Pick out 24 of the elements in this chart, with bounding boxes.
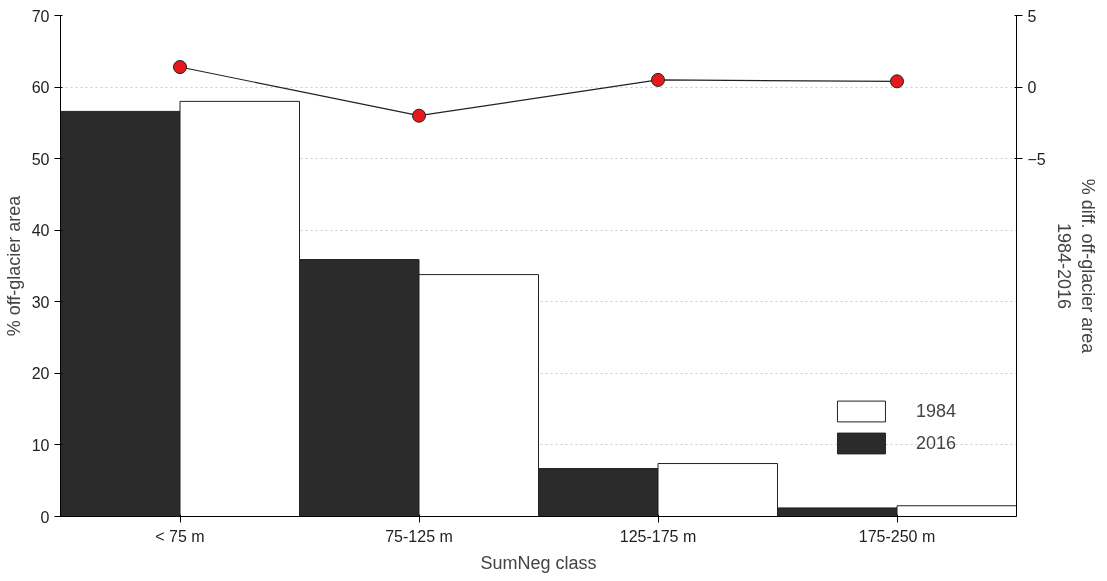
x-tick-label: 75-125 m bbox=[385, 527, 453, 545]
point bbox=[651, 72, 665, 87]
legend-label: 1984 bbox=[915, 400, 956, 422]
y2-axis-title: % diff. off-glacier area 1984-2016 bbox=[1053, 178, 1098, 355]
y-tick-label: 20 bbox=[31, 365, 50, 383]
legend-label: 2016 bbox=[915, 432, 956, 454]
y-tick-label: 60 bbox=[31, 79, 50, 97]
y-tick-label: 40 bbox=[31, 222, 50, 240]
x-tick-label: < 75 m bbox=[155, 527, 205, 545]
x-tick-label: 175-250 m bbox=[858, 527, 936, 545]
y2-tick-label: −5 bbox=[1027, 150, 1046, 168]
point bbox=[173, 60, 187, 75]
y-tick-label: 70 bbox=[31, 7, 50, 25]
y2-tick-label: 5 bbox=[1027, 7, 1037, 25]
point bbox=[890, 74, 904, 89]
y-axis-title: % off-glacier area bbox=[3, 194, 24, 337]
x-tick-label: 125-175 m bbox=[619, 527, 697, 545]
y-tick-label: 10 bbox=[31, 436, 50, 454]
y-tick-label: 30 bbox=[31, 293, 50, 311]
x-axis-title: SumNeg class bbox=[480, 552, 597, 573]
y2-tick-label: 0 bbox=[1027, 79, 1037, 97]
y-tick-label: 50 bbox=[31, 150, 50, 168]
y-tick-label: 0 bbox=[40, 508, 50, 526]
point bbox=[412, 108, 426, 123]
